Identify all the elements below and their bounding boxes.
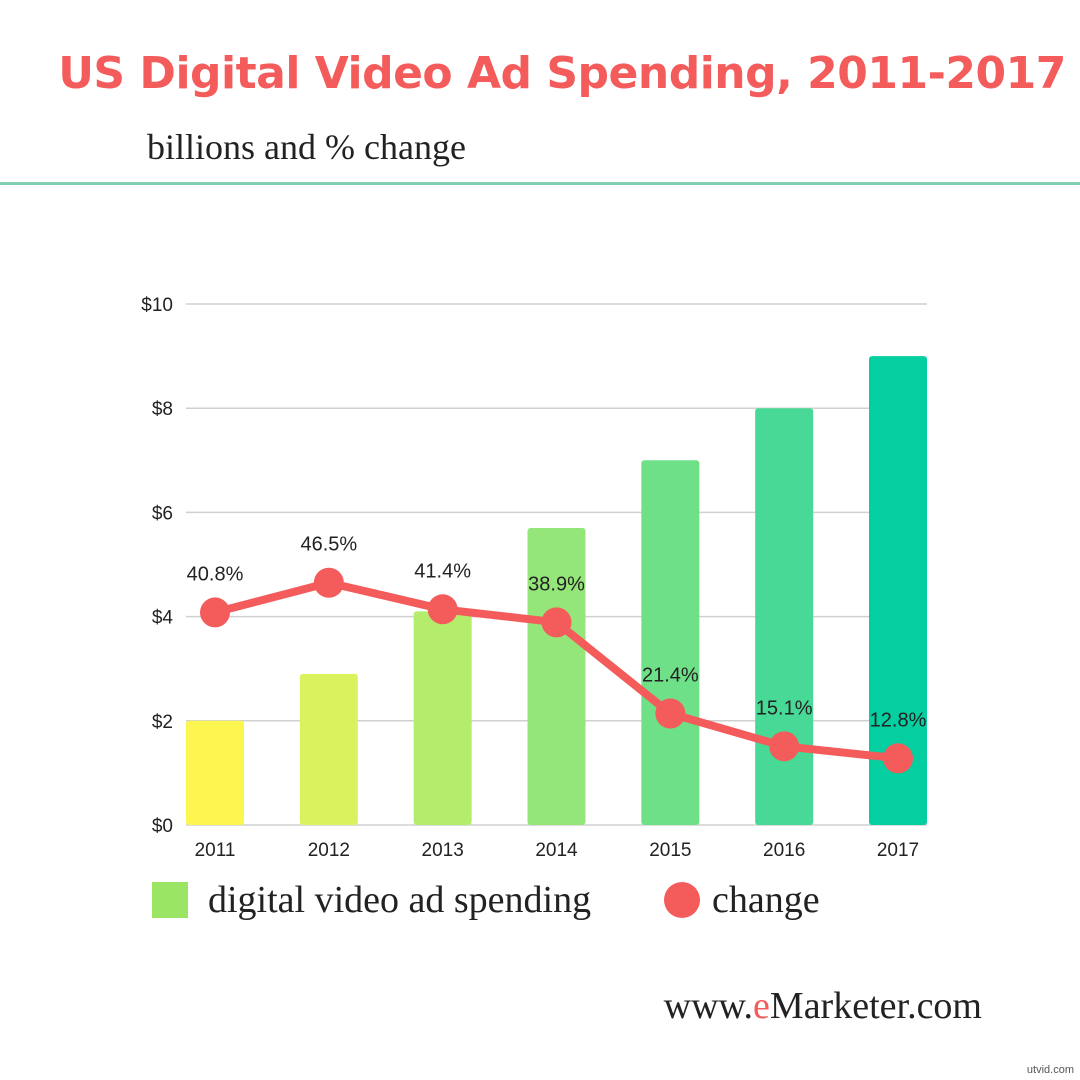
chart-subtitle: billions and % change bbox=[147, 127, 466, 167]
change-point-2011 bbox=[200, 597, 230, 628]
x-tick-label: 2012 bbox=[308, 840, 350, 861]
data-label: 46.5% bbox=[300, 534, 357, 556]
data-label: 21.4% bbox=[642, 665, 699, 687]
url-suffix: Marketer.com bbox=[769, 985, 982, 1027]
change-point-2012 bbox=[313, 567, 344, 598]
bar-2013 bbox=[413, 611, 472, 825]
data-label: 38.9% bbox=[528, 573, 585, 595]
url-accent: e bbox=[753, 985, 770, 1027]
x-tick-label: 2016 bbox=[763, 840, 805, 861]
bar-2017 bbox=[869, 356, 927, 825]
y-tick-label: $2 bbox=[152, 712, 173, 733]
legend-swatch-dot bbox=[664, 882, 700, 918]
legend-label: digital video ad spending bbox=[208, 879, 592, 921]
y-tick-label: $10 bbox=[141, 295, 173, 316]
divider bbox=[0, 182, 1080, 185]
y-tick-label: $6 bbox=[152, 503, 173, 524]
legend-item-spending: digital video ad spending bbox=[152, 878, 591, 922]
legend-item-change: change bbox=[664, 878, 820, 922]
data-label: 40.8% bbox=[187, 563, 244, 585]
data-label: 12.8% bbox=[870, 709, 927, 731]
chart-title: US Digital Video Ad Spending, 2011-2017 bbox=[58, 48, 1066, 99]
y-tick-label: $8 bbox=[152, 399, 173, 420]
source-url: www.eMarketer.com bbox=[664, 984, 982, 1028]
url-prefix: www. bbox=[663, 985, 754, 1027]
change-point-2015 bbox=[655, 698, 686, 729]
bar-2014 bbox=[527, 528, 586, 825]
chart: $0 $2 $4 $6 $8 $10 2011 2012 2013 2014 2015 2016 201… bbox=[141, 295, 927, 861]
legend-label: change bbox=[712, 879, 820, 921]
x-tick-label: 2014 bbox=[535, 840, 578, 861]
data-label: 15.1% bbox=[756, 697, 813, 719]
x-tick-label: 2013 bbox=[422, 840, 464, 861]
x-tick-label: 2011 bbox=[195, 840, 236, 861]
data-label: 41.4% bbox=[414, 560, 471, 582]
watermark: utvid.com bbox=[1026, 1064, 1074, 1076]
x-tick-label: 2017 bbox=[877, 840, 919, 861]
x-tick-label: 2015 bbox=[649, 840, 691, 861]
bar-2015 bbox=[641, 460, 700, 825]
bar-2012 bbox=[299, 673, 358, 825]
y-tick-label: $4 bbox=[152, 608, 174, 629]
bar-2016 bbox=[755, 408, 814, 825]
legend-swatch-bar bbox=[152, 882, 188, 918]
change-point-2016 bbox=[769, 731, 800, 762]
y-tick-label: $0 bbox=[152, 816, 173, 837]
change-point-2017 bbox=[883, 743, 913, 774]
bar-2011 bbox=[186, 720, 244, 825]
change-point-2014 bbox=[541, 607, 572, 638]
change-point-2013 bbox=[427, 594, 458, 625]
